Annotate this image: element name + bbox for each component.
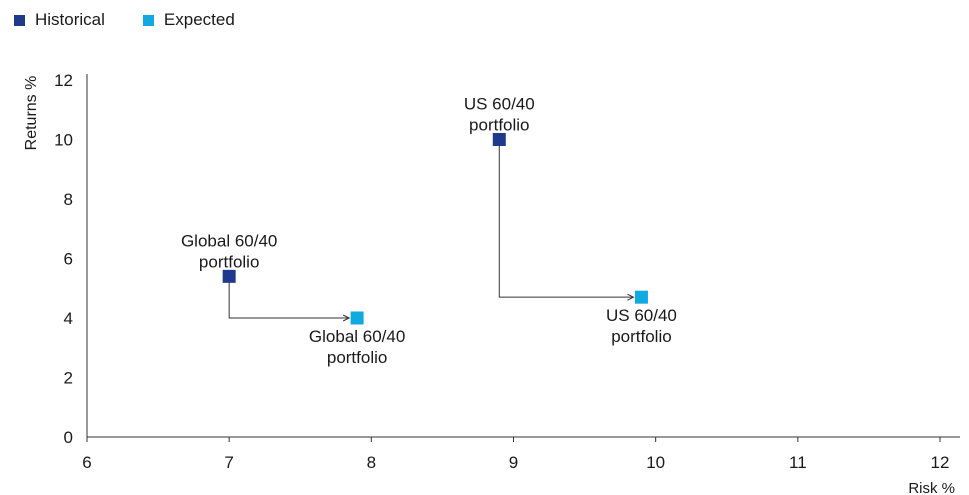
- x-tick-label: 11: [789, 453, 807, 472]
- legend-label-expected: Expected: [163, 10, 235, 29]
- chart-legend: Historical Expected: [14, 10, 235, 30]
- legend-swatch-historical: [14, 14, 25, 26]
- point-expected-1: [634, 290, 648, 304]
- data-label-expected-1: US 60/40: [606, 306, 677, 325]
- connector-arrow-1: [498, 139, 633, 298]
- data-label-historical-1: portfolio: [469, 116, 529, 135]
- x-axis-title: Risk %: [908, 480, 955, 495]
- connector-arrow-0: [228, 276, 349, 318]
- y-tick-label: 12: [54, 71, 73, 90]
- x-tick-label: 12: [931, 453, 950, 472]
- y-tick-label: 6: [64, 250, 73, 269]
- x-tick-label: 8: [367, 453, 376, 472]
- x-tick-label: 7: [224, 453, 233, 472]
- y-tick-label: 8: [64, 190, 73, 209]
- legend-label-historical: Historical: [35, 10, 105, 29]
- y-tick-label: 10: [54, 131, 73, 150]
- data-label-historical-1: US 60/40: [464, 95, 535, 114]
- point-expected-0: [350, 311, 364, 325]
- y-tick-label: 0: [64, 428, 73, 447]
- legend-swatch-expected: [142, 14, 154, 26]
- x-tick-label: 10: [646, 453, 665, 472]
- legend-item-historical: Historical: [14, 10, 105, 30]
- data-label-historical-0: Global 60/40: [181, 231, 277, 250]
- data-label-expected-0: Global 60/40: [309, 327, 405, 346]
- x-tick-label: 6: [82, 453, 91, 472]
- legend-item-expected: Expected: [142, 10, 235, 30]
- y-tick-label: 2: [64, 369, 73, 388]
- data-label-historical-0: portfolio: [199, 252, 259, 271]
- x-tick-label: 9: [509, 453, 518, 472]
- data-label-expected-0: portfolio: [327, 348, 387, 367]
- data-label-expected-1: portfolio: [611, 327, 671, 346]
- y-tick-label: 4: [64, 309, 73, 328]
- point-historical-0: [222, 269, 236, 283]
- y-axis-title: Returns %: [23, 76, 40, 151]
- point-historical-1: [492, 133, 506, 146]
